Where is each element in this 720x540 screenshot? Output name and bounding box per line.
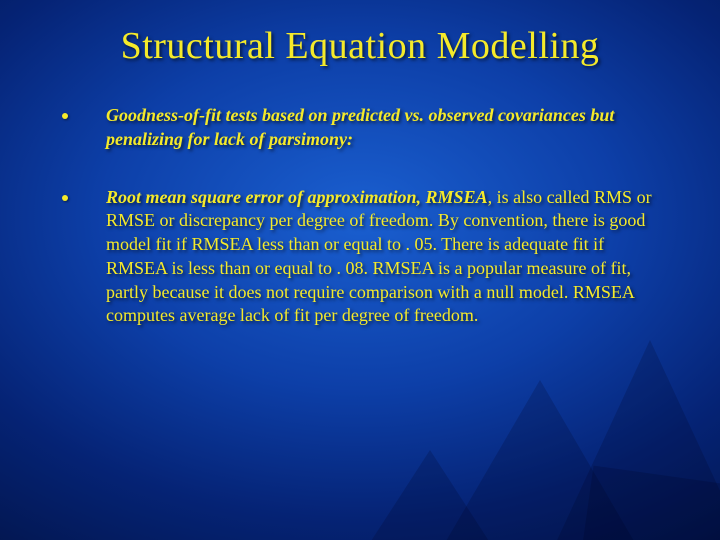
- bullet-lead: Root mean square error of approximation,…: [106, 187, 488, 207]
- slide-title: Structural Equation Modelling: [60, 24, 660, 68]
- bullet-text: Root mean square error of approximation,…: [106, 186, 660, 329]
- bullet-item: Root mean square error of approximation,…: [60, 186, 660, 329]
- bullet-lead: Goodness-of-fit tests based on predicted…: [106, 105, 614, 149]
- bullet-list: Goodness-of-fit tests based on predicted…: [60, 104, 660, 328]
- bullet-text: Goodness-of-fit tests based on predicted…: [106, 104, 660, 152]
- bullet-body: , is also called RMS or RMSE or discrepa…: [106, 187, 652, 326]
- bullet-item: Goodness-of-fit tests based on predicted…: [60, 104, 660, 152]
- bullet-marker-icon: [62, 113, 68, 119]
- slide-container: Structural Equation Modelling Goodness-o…: [0, 0, 720, 540]
- bullet-marker-icon: [62, 195, 68, 201]
